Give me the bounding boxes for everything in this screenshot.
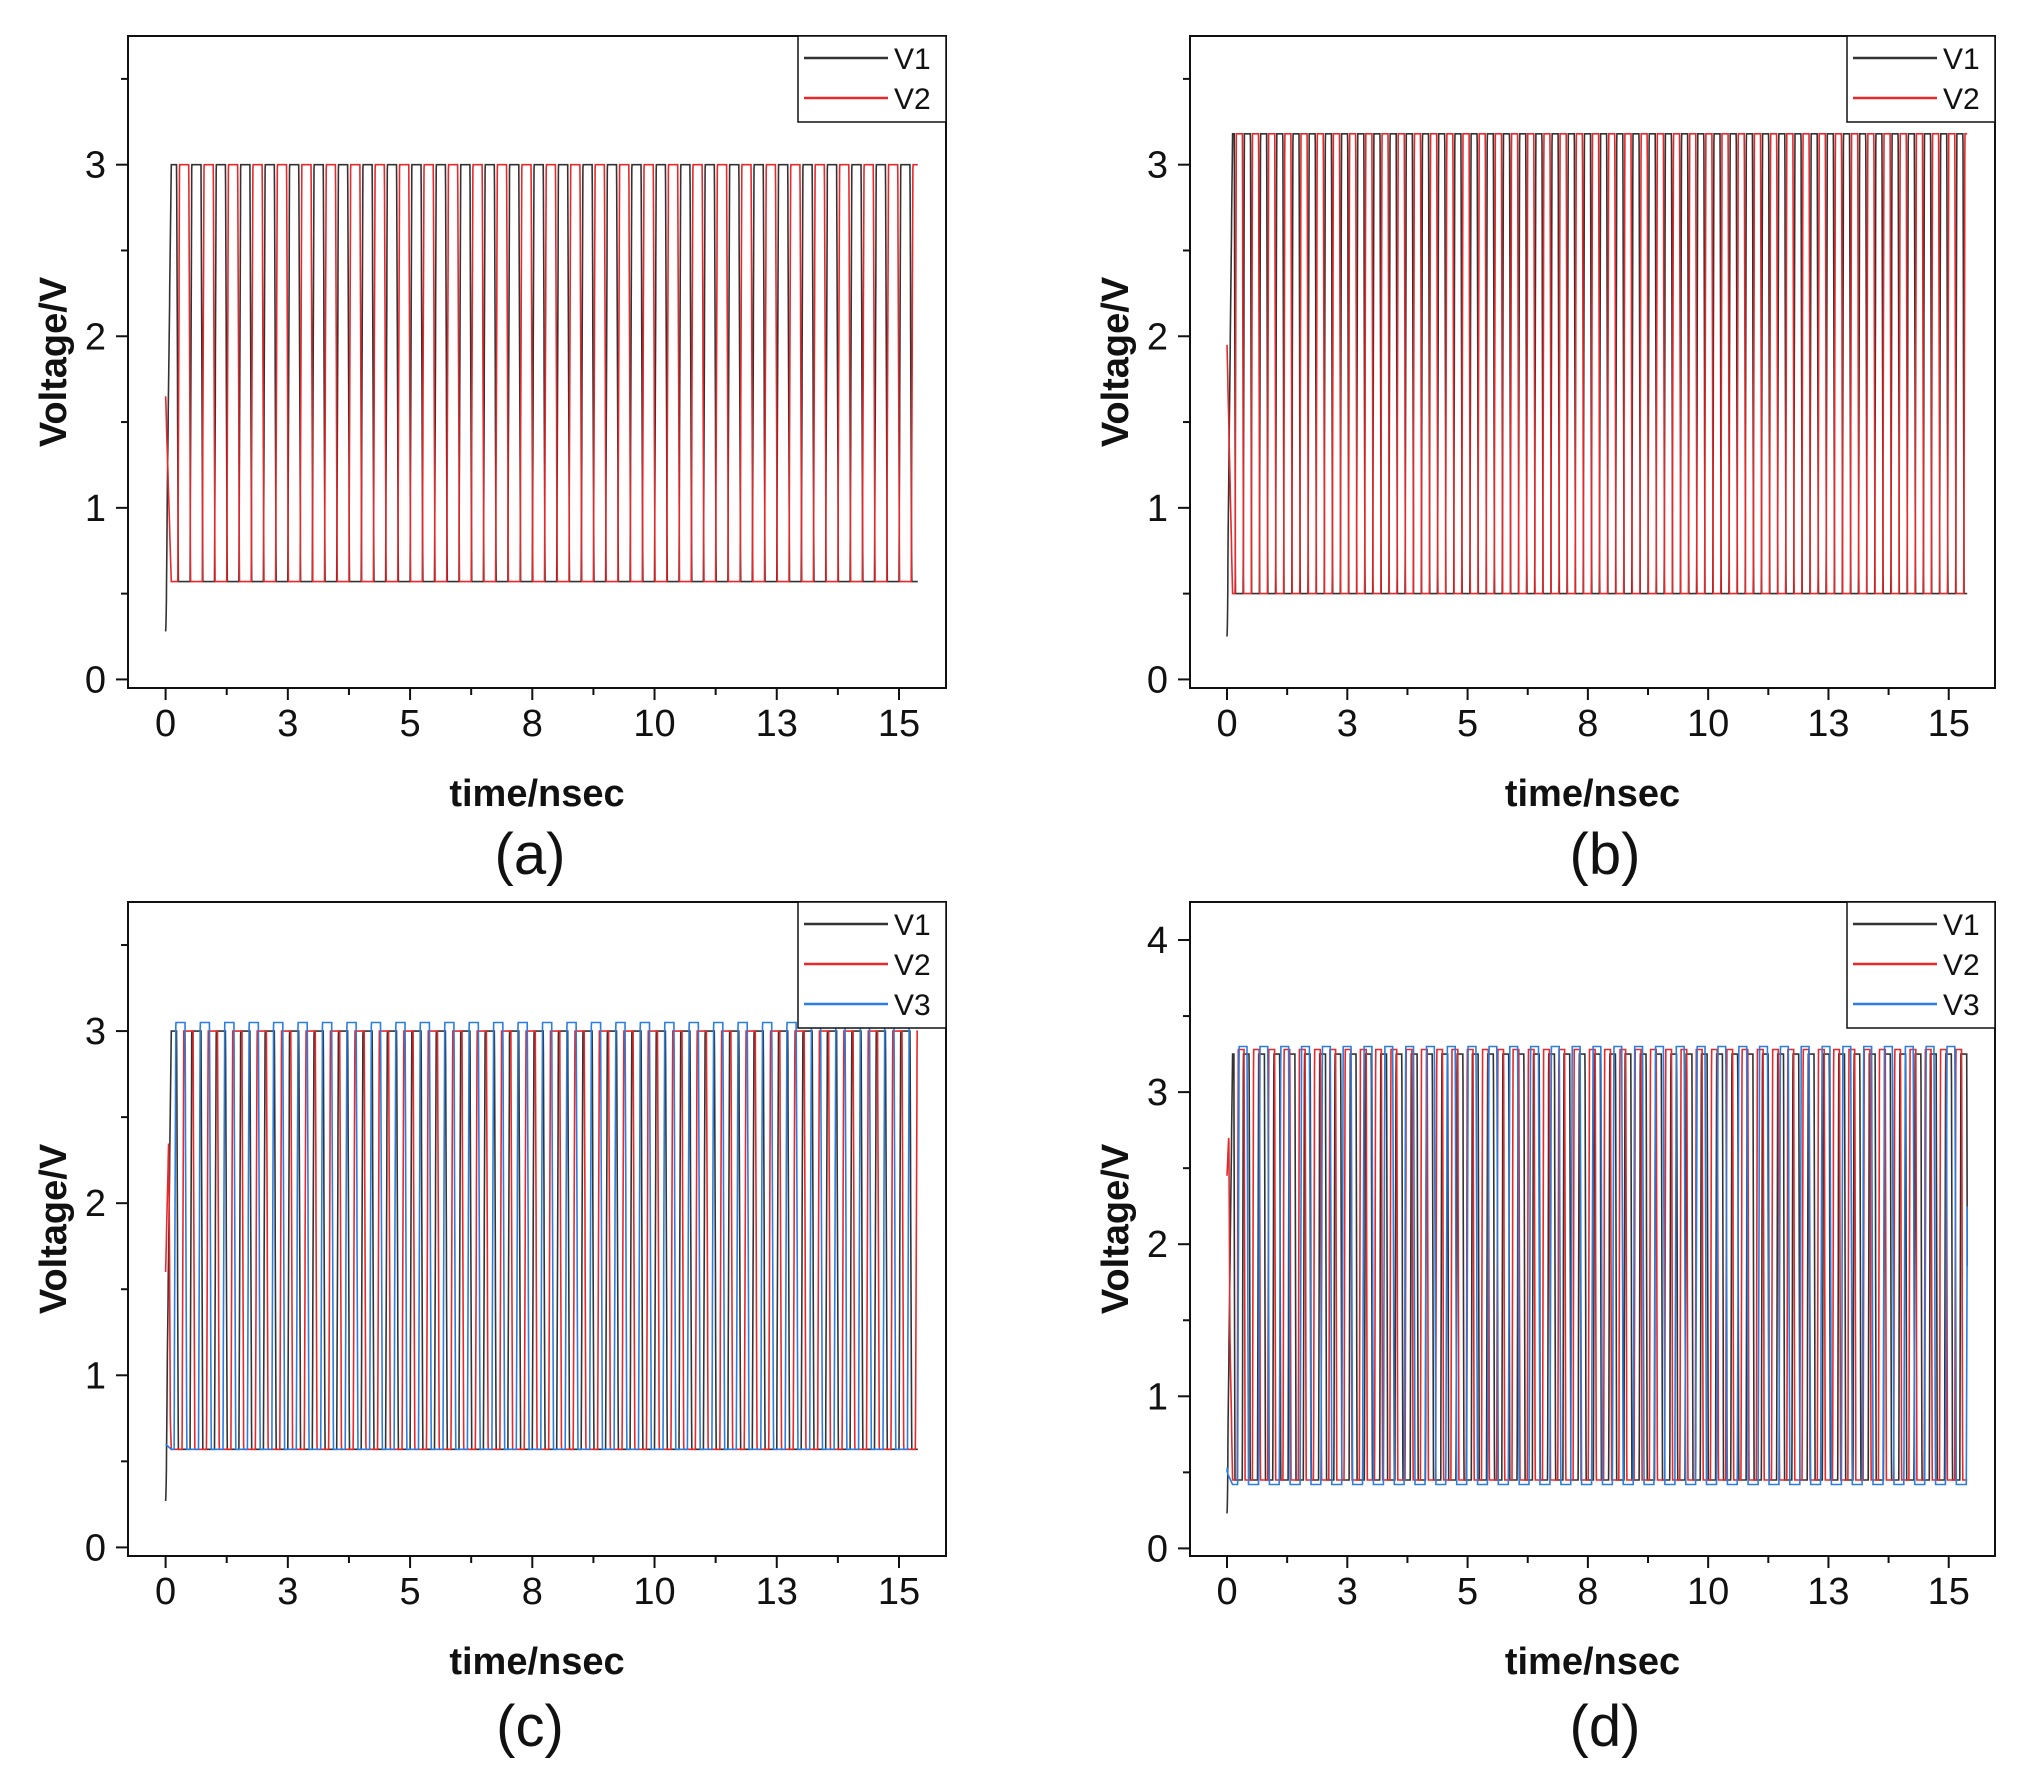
x-tick-label: 0 [1216, 1571, 1237, 1613]
x-tick-label: 5 [1457, 703, 1478, 745]
y-tick-label: 2 [85, 1183, 106, 1225]
x-tick-label: 8 [522, 1571, 543, 1613]
series-line-v2 [1226, 1048, 1968, 1481]
legend-label-v1: V1 [894, 43, 931, 76]
legend-label-v1: V1 [1943, 909, 1980, 942]
y-tick-label: 3 [85, 1011, 106, 1053]
plot-frame [1189, 901, 1996, 1557]
series-line-v2 [1226, 133, 1968, 595]
y-tick-label: 0 [1147, 659, 1168, 701]
x-tick-label: 3 [277, 703, 298, 745]
x-tick-label: 13 [1807, 1571, 1849, 1613]
x-axis-title: time/nsec [449, 773, 624, 815]
legend-label-v2: V2 [1943, 83, 1980, 116]
x-tick-label: 8 [522, 703, 543, 745]
y-tick-label: 3 [1147, 145, 1168, 187]
x-tick-label: 8 [1577, 1571, 1598, 1613]
legend-label-v3: V3 [1943, 989, 1980, 1022]
x-tick-label: 10 [633, 703, 675, 745]
y-tick-label: 1 [85, 1355, 106, 1397]
y-axis-title: Voltage/V [33, 276, 75, 447]
panel-label: (d) [1570, 1694, 1641, 1759]
x-tick-label: 15 [878, 703, 920, 745]
legend-label-v2: V2 [894, 83, 931, 116]
y-tick-label: 2 [1147, 1224, 1168, 1266]
x-axis-title: time/nsec [449, 1641, 624, 1683]
y-tick-label: 0 [1147, 1528, 1168, 1570]
series-line-v2 [164, 163, 918, 583]
y-tick-label: 0 [85, 659, 106, 701]
y-tick-label: 2 [85, 316, 106, 358]
legend: V1 V2 V3 [1846, 901, 1996, 1029]
legend-label-v2: V2 [1943, 949, 1980, 982]
x-tick-label: 5 [399, 703, 420, 745]
x-tick-label: 13 [756, 703, 798, 745]
y-tick-label: 1 [1147, 1376, 1168, 1418]
y-axis-title: Voltage/V [33, 1143, 75, 1314]
y-tick-label: 3 [1147, 1072, 1168, 1114]
x-tick-label: 13 [756, 1571, 798, 1613]
x-tick-label: 15 [878, 1571, 920, 1613]
x-axis-title: time/nsec [1505, 1641, 1680, 1683]
plot-frame [127, 35, 947, 689]
panel-label: (a) [495, 822, 566, 887]
x-tick-label: 15 [1928, 703, 1970, 745]
y-tick-label: 0 [85, 1527, 106, 1569]
series-line-v3 [165, 1021, 918, 1451]
plot-frame [1189, 35, 1996, 689]
chart-panel-4: 0 3 5 8 10 13 15 0 1 2 3 4 time/nsec Voltage/V V1 V2 V3 (… [1095, 901, 1996, 1759]
legend: V1 V2 V3 [797, 901, 947, 1029]
x-tick-label: 10 [1687, 1571, 1729, 1613]
series-line-v2 [164, 1030, 918, 1451]
x-tick-label: 13 [1807, 703, 1849, 745]
x-tick-label: 5 [1457, 1571, 1478, 1613]
y-axis-title: Voltage/V [1095, 1143, 1137, 1314]
y-tick-label: 1 [1147, 488, 1168, 530]
x-tick-label: 15 [1928, 1571, 1970, 1613]
x-tick-label: 3 [277, 1571, 298, 1613]
x-tick-label: 5 [399, 1571, 420, 1613]
legend-label-v1: V1 [894, 909, 931, 942]
x-tick-label: 8 [1577, 703, 1598, 745]
y-tick-label: 3 [85, 145, 106, 187]
x-tick-label: 3 [1337, 1571, 1358, 1613]
chart-panel-3: 0 3 5 8 10 13 15 0 1 2 3 time/nsec Voltage/V V1 V2 V3 (c… [33, 901, 947, 1759]
x-tick-label: 0 [155, 703, 176, 745]
x-tick-label: 0 [1216, 703, 1237, 745]
y-tick-label: 4 [1147, 920, 1168, 962]
plot-frame [127, 901, 947, 1557]
x-tick-label: 10 [1687, 703, 1729, 745]
series-line-v1 [1226, 133, 1968, 637]
legend-label-v3: V3 [894, 989, 931, 1022]
series-line-v3 [1226, 1045, 1968, 1486]
y-axis-title: Voltage/V [1095, 276, 1137, 447]
legend-label-v1: V1 [1943, 43, 1980, 76]
panel-label: (b) [1570, 822, 1641, 887]
series-line-v1 [164, 163, 918, 632]
y-tick-label: 2 [1147, 316, 1168, 358]
legend-label-v2: V2 [894, 949, 931, 982]
legend-box [1846, 35, 1996, 123]
y-tick-label: 1 [85, 488, 106, 530]
x-tick-label: 10 [633, 1571, 675, 1613]
x-axis-title: time/nsec [1505, 773, 1680, 815]
x-tick-label: 3 [1337, 703, 1358, 745]
x-tick-label: 0 [155, 1571, 176, 1613]
legend-box [797, 35, 947, 123]
panel-label: (c) [496, 1694, 564, 1759]
